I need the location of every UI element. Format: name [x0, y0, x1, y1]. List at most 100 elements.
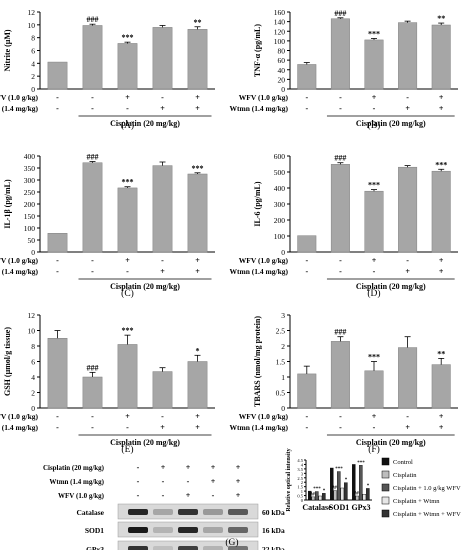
significance-label: ***: [435, 160, 447, 169]
wfv-sign: -: [406, 256, 409, 265]
bar: [330, 341, 350, 409]
blot-header-sign: -: [137, 477, 140, 486]
bar: [187, 361, 208, 409]
y-tick-label: 60: [278, 56, 286, 65]
y-tick-label: 0: [301, 498, 304, 503]
y-tick-label: 8: [31, 34, 35, 43]
y-tick-label: 1: [301, 489, 303, 494]
y-tick-label: 12: [28, 8, 36, 17]
y-tick-label: 200: [274, 216, 286, 225]
panel-a: 0 2 4 6 8 10 12 Nitrite (μM) - - ### - - *** + - - + ** + + W…: [0, 8, 215, 131]
bar: [398, 347, 418, 409]
bar: [47, 233, 68, 253]
blot-header-sign: +: [211, 463, 216, 472]
y-tick-label: 0: [31, 248, 35, 257]
y-tick-label: 0.5: [297, 494, 303, 499]
significance-label: ***: [122, 33, 134, 42]
y-tick-label: 250: [24, 188, 36, 197]
significance-label: ***: [122, 326, 134, 335]
category-label: Catalase: [302, 503, 332, 512]
blot-header-label: Wtmn (1.4 mg/kg): [49, 478, 104, 486]
wtmn-sign: -: [373, 104, 376, 113]
wfv-sign: -: [339, 93, 342, 102]
blot-header-sign: -: [187, 477, 190, 486]
wfv-sign: +: [195, 412, 200, 421]
panel-caption: (C): [121, 288, 134, 299]
blot-band: [178, 527, 198, 533]
wfv-sign: -: [56, 256, 59, 265]
blot-band: [228, 509, 248, 515]
bar: [337, 471, 341, 501]
wtmn-sign: +: [405, 104, 410, 113]
bar: [297, 235, 317, 253]
significance-label: ***: [335, 467, 343, 472]
blot-header-sign: +: [161, 463, 166, 472]
significance-label: *: [196, 346, 200, 355]
blot-kda-label: 60 kDa: [262, 508, 285, 517]
significance-label: ###: [332, 486, 340, 491]
y-tick-label: 140: [274, 18, 286, 27]
bar: [330, 18, 350, 90]
bar: [431, 24, 451, 90]
bar: [82, 25, 103, 90]
blot-protein-label: Catalase: [77, 508, 105, 517]
y-tick-label: 200: [24, 200, 36, 209]
wfv-sign: -: [91, 93, 94, 102]
wtmn-sign: -: [56, 423, 59, 432]
significance-label: ###: [354, 492, 362, 497]
wtmn-sign: +: [160, 423, 165, 432]
legend-label: Cisplatin + Wtmn: [393, 498, 440, 505]
category-label: SOD1: [329, 503, 349, 512]
blot-header-sign: +: [186, 463, 191, 472]
bar: [311, 496, 316, 501]
wtmn-sign: -: [339, 267, 342, 276]
blot-band: [203, 527, 223, 533]
wtmn-sign: -: [305, 104, 308, 113]
blot-header-label: WFV (1.0 g/kg): [58, 492, 105, 500]
significance-label: **: [437, 349, 445, 358]
blot-band: [203, 509, 223, 515]
significance-label: ***: [368, 29, 380, 38]
bar: [355, 495, 360, 501]
cisplatin-label: Cisplatin (20 mg/kg): [356, 119, 426, 128]
row-label-wfv: WFV (1.0 g/kg): [239, 256, 289, 265]
wfv-sign: +: [439, 412, 444, 421]
blot-header-sign: +: [236, 477, 241, 486]
y-tick-label: 12: [28, 311, 36, 320]
row-label-wfv: WFV (1.0 g/kg): [239, 93, 289, 102]
wfv-sign: -: [161, 256, 164, 265]
blot-band: [153, 509, 173, 515]
wfv-sign: +: [372, 93, 377, 102]
bar: [344, 482, 348, 501]
wtmn-sign: +: [405, 267, 410, 276]
legend-label: Cisplatin + Wtmn + WFV: [393, 511, 461, 518]
y-tick-label: 10: [28, 21, 36, 30]
row-label-wtmn: Wtmn (1.4 mg/kg): [0, 423, 38, 432]
row-label-wfv: WFV (1.0 g/kg): [0, 93, 38, 102]
panel-g: Cisplatin (20 mg/kg) - + + + + Wtmn (1.4 mg/kg…: [43, 448, 461, 555]
wtmn-sign: +: [195, 423, 200, 432]
bar: [47, 61, 68, 90]
bar: [152, 27, 173, 90]
row-label-wfv: WFV (1.0 g/kg): [0, 256, 38, 265]
row-label-wtmn: Wtmn (1.4 mg/kg): [229, 423, 288, 432]
y-tick-label: 2: [281, 342, 285, 351]
y-tick-label: 400: [274, 184, 286, 193]
wfv-sign: -: [305, 256, 308, 265]
wfv-sign: -: [91, 412, 94, 421]
y-tick-label: 400: [24, 152, 36, 161]
bar: [359, 465, 363, 501]
bar: [315, 491, 319, 501]
bar: [431, 170, 451, 253]
wfv-sign: +: [372, 256, 377, 265]
bar: [398, 22, 418, 90]
bar: [330, 467, 334, 501]
blot-band: [128, 509, 148, 515]
blot-band: [153, 546, 173, 552]
bar: [82, 162, 103, 253]
y-tick-label: 600: [274, 152, 286, 161]
blot-protein-label: SOD1: [85, 526, 104, 535]
y-tick-label: 0: [281, 404, 285, 413]
blot-band: [203, 546, 223, 552]
blot-band: [153, 527, 173, 533]
